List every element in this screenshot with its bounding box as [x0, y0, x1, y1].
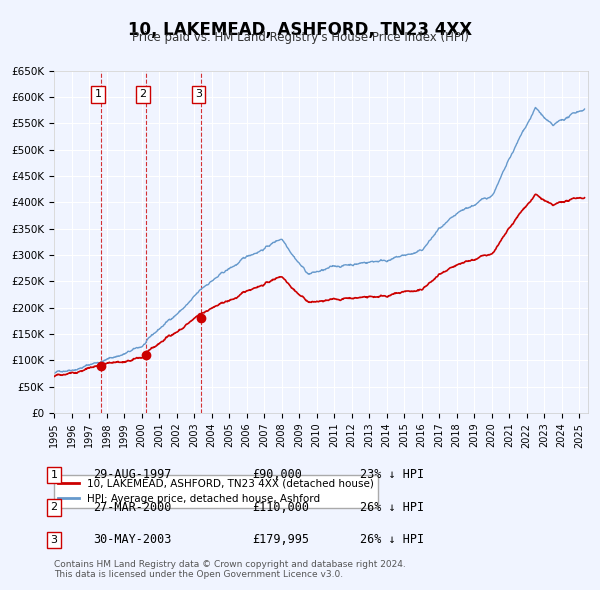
Text: 2: 2 — [140, 90, 146, 100]
Text: £110,000: £110,000 — [252, 501, 309, 514]
Text: 27-MAR-2000: 27-MAR-2000 — [93, 501, 172, 514]
Text: Contains HM Land Registry data © Crown copyright and database right 2024.
This d: Contains HM Land Registry data © Crown c… — [54, 560, 406, 579]
Text: 3: 3 — [50, 535, 58, 545]
Text: 29-AUG-1997: 29-AUG-1997 — [93, 468, 172, 481]
Text: 26% ↓ HPI: 26% ↓ HPI — [360, 501, 424, 514]
Text: Price paid vs. HM Land Registry's House Price Index (HPI): Price paid vs. HM Land Registry's House … — [131, 31, 469, 44]
Text: £90,000: £90,000 — [252, 468, 302, 481]
Text: 10, LAKEMEAD, ASHFORD, TN23 4XX: 10, LAKEMEAD, ASHFORD, TN23 4XX — [128, 21, 472, 39]
Text: 2: 2 — [50, 503, 58, 512]
Text: 30-MAY-2003: 30-MAY-2003 — [93, 533, 172, 546]
Text: 1: 1 — [50, 470, 58, 480]
Text: 23% ↓ HPI: 23% ↓ HPI — [360, 468, 424, 481]
Text: £179,995: £179,995 — [252, 533, 309, 546]
Text: 26% ↓ HPI: 26% ↓ HPI — [360, 533, 424, 546]
Text: 3: 3 — [195, 90, 202, 100]
Text: 1: 1 — [94, 90, 101, 100]
Legend: 10, LAKEMEAD, ASHFORD, TN23 4XX (detached house), HPI: Average price, detached h: 10, LAKEMEAD, ASHFORD, TN23 4XX (detache… — [54, 474, 379, 508]
